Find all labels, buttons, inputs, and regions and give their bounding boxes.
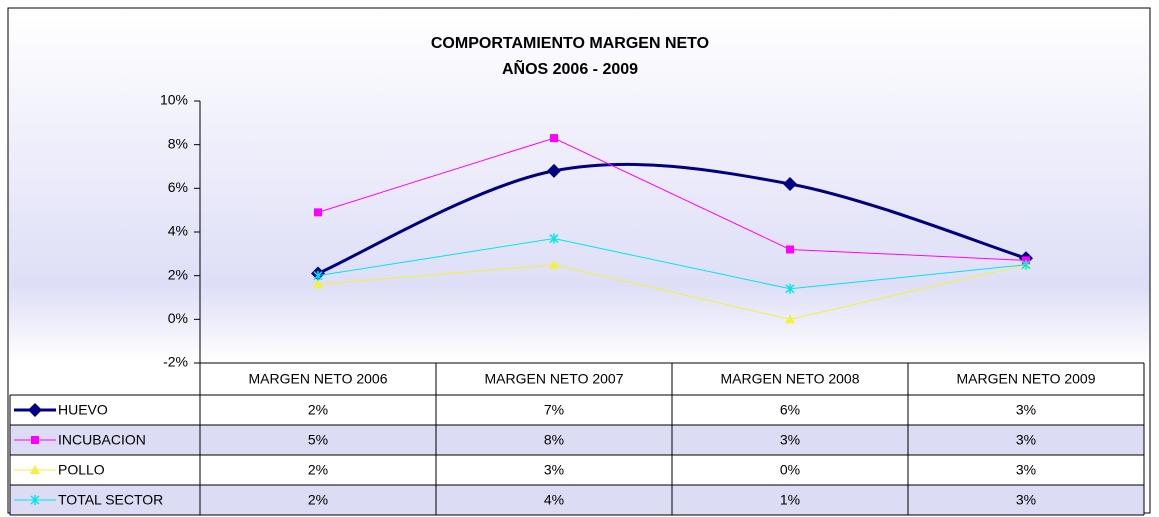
y-tick-label: -2% (163, 354, 188, 370)
table-value: 3% (544, 462, 564, 478)
legend-label: TOTAL SECTOR (58, 492, 163, 508)
series-line (317, 238, 1027, 290)
legend-label: INCUBACION (58, 432, 146, 448)
table-value: 7% (544, 402, 564, 418)
table-value: 2% (308, 402, 328, 418)
table-value: 4% (544, 492, 564, 508)
table-value: 5% (308, 432, 328, 448)
point-marker (783, 176, 797, 191)
table-value: 3% (1016, 492, 1036, 508)
table-row (10, 395, 1144, 425)
legend-marker (30, 495, 40, 505)
legend-label: HUEVO (58, 402, 108, 418)
point-marker (550, 134, 558, 143)
point-marker (785, 283, 795, 294)
point-marker (786, 245, 794, 254)
chart-title: COMPORTAMIENTO MARGEN NETO (431, 35, 709, 52)
point-marker (1021, 259, 1031, 270)
table-value: 3% (780, 432, 800, 448)
y-tick-label: 10% (160, 92, 188, 108)
point-marker (314, 208, 322, 217)
chart-subtitle: AÑOS 2006 - 2009 (502, 58, 638, 78)
table-value: 2% (308, 462, 328, 478)
table-value: 0% (780, 462, 800, 478)
y-tick-label: 2% (168, 266, 188, 282)
x-tick-label: MARGEN NETO 2008 (720, 371, 859, 387)
legend-marker (30, 465, 40, 474)
x-tick-label: MARGEN NETO 2006 (248, 371, 387, 387)
table-value: 3% (1016, 462, 1036, 478)
x-tick-label: MARGEN NETO 2007 (484, 371, 623, 387)
series-line (317, 264, 1027, 320)
x-tick-label: MARGEN NETO 2009 (956, 371, 1095, 387)
legend-marker (28, 403, 42, 417)
point-marker (313, 270, 323, 281)
series-line (317, 137, 1027, 261)
table-value: 3% (1016, 402, 1036, 418)
point-marker (547, 163, 561, 178)
table-value: 8% (544, 432, 564, 448)
series-line (317, 162, 1027, 275)
y-tick-label: 8% (168, 135, 188, 151)
table-value: 1% (780, 492, 800, 508)
point-marker (785, 314, 795, 324)
table-row (10, 485, 1144, 515)
table-row (10, 425, 1144, 455)
point-marker (313, 279, 323, 289)
y-tick-label: 6% (168, 179, 188, 195)
point-marker (549, 233, 559, 244)
table-row (10, 455, 1144, 485)
table-value: 6% (780, 402, 800, 418)
table-value: 3% (1016, 432, 1036, 448)
y-tick-label: 0% (168, 310, 188, 326)
table-value: 2% (308, 492, 328, 508)
legend-label: POLLO (58, 462, 105, 478)
point-marker (549, 259, 559, 269)
y-tick-label: 4% (168, 223, 188, 239)
legend-marker (31, 436, 39, 444)
